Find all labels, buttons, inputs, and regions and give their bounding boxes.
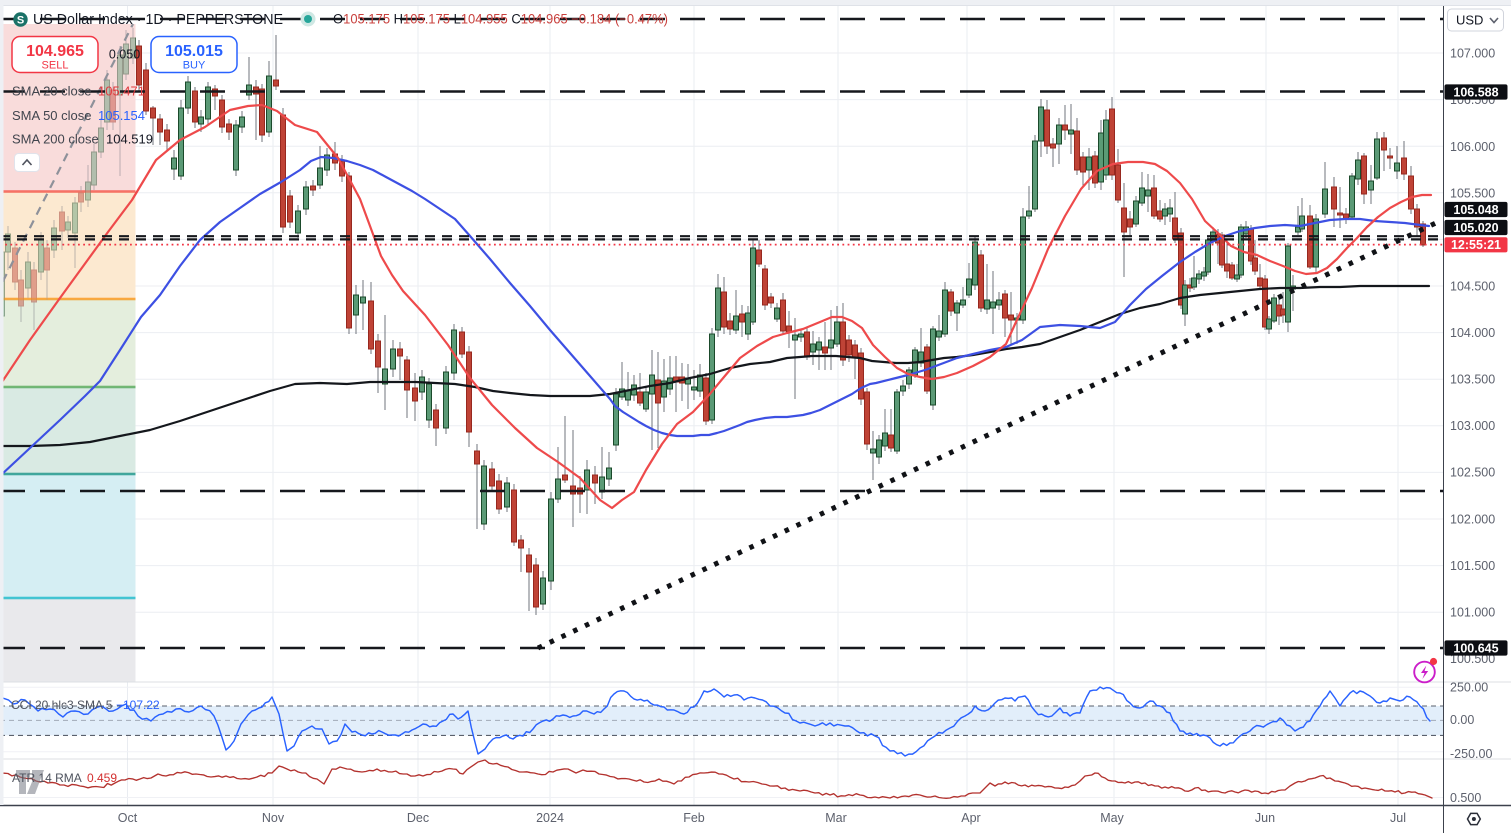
- svg-text:SMA 20 close: SMA 20 close: [12, 84, 92, 99]
- svg-text:ATR 14 RMA: ATR 14 RMA: [12, 771, 82, 785]
- svg-text:104.965: 104.965: [26, 43, 84, 60]
- svg-text:250.00: 250.00: [1450, 681, 1488, 695]
- svg-text:Dec: Dec: [407, 811, 429, 825]
- svg-text:USD: USD: [1456, 13, 1483, 28]
- svg-text:12:55:21: 12:55:21: [1451, 238, 1501, 252]
- svg-text:101.500: 101.500: [1450, 559, 1495, 573]
- svg-text:SMA 200 close: SMA 200 close: [12, 132, 99, 147]
- svg-text:CCI 20 hlc3 SMA 5: CCI 20 hlc3 SMA 5: [11, 698, 113, 712]
- svg-text:May: May: [1100, 811, 1124, 825]
- svg-text:0.050: 0.050: [109, 48, 140, 62]
- svg-text:BUY: BUY: [183, 60, 206, 72]
- svg-text:-250.00: -250.00: [1450, 747, 1492, 761]
- svg-text:Feb: Feb: [683, 811, 705, 825]
- svg-text:0.500: 0.500: [1450, 791, 1481, 805]
- svg-text:106.588: 106.588: [1453, 85, 1498, 99]
- svg-text:Oct: Oct: [118, 811, 138, 825]
- svg-text:100.645: 100.645: [1453, 641, 1498, 655]
- svg-text:104.000: 104.000: [1450, 326, 1495, 340]
- svg-text:107.000: 107.000: [1450, 46, 1495, 60]
- svg-text:105.471: 105.471: [98, 84, 145, 99]
- svg-text:105.048: 105.048: [1453, 203, 1498, 217]
- svg-text:SMA 50 close: SMA 50 close: [12, 108, 92, 123]
- svg-text:Nov: Nov: [262, 811, 285, 825]
- svg-text:105.020: 105.020: [1453, 221, 1498, 235]
- svg-text:S: S: [17, 15, 24, 27]
- svg-text:O105.175 H105.175 L104.955 C10: O105.175 H105.175 L104.955 C104.965 −0.1…: [333, 12, 668, 27]
- svg-text:102.500: 102.500: [1450, 466, 1495, 480]
- svg-text:Mar: Mar: [825, 811, 847, 825]
- svg-text:US Dollar Index · 1D · PEPPERS: US Dollar Index · 1D · PEPPERSTONE: [33, 11, 283, 28]
- svg-text:−107.22: −107.22: [116, 698, 160, 712]
- svg-text:105.154: 105.154: [98, 108, 145, 123]
- svg-text:SELL: SELL: [42, 60, 69, 72]
- svg-text:Jul: Jul: [1390, 811, 1406, 825]
- svg-text:102.000: 102.000: [1450, 512, 1495, 526]
- svg-text:Jun: Jun: [1255, 811, 1275, 825]
- svg-text:103.000: 103.000: [1450, 419, 1495, 433]
- svg-text:105.015: 105.015: [165, 43, 223, 60]
- svg-text:104.519: 104.519: [106, 132, 153, 147]
- svg-text:104.500: 104.500: [1450, 279, 1495, 293]
- svg-text:0.459: 0.459: [87, 771, 117, 785]
- svg-text:105.500: 105.500: [1450, 186, 1495, 200]
- svg-text:Apr: Apr: [961, 811, 980, 825]
- svg-text:103.500: 103.500: [1450, 373, 1495, 387]
- svg-text:106.000: 106.000: [1450, 140, 1495, 154]
- svg-text:101.000: 101.000: [1450, 606, 1495, 620]
- svg-text:0.00: 0.00: [1450, 713, 1474, 727]
- svg-text:2024: 2024: [536, 811, 564, 825]
